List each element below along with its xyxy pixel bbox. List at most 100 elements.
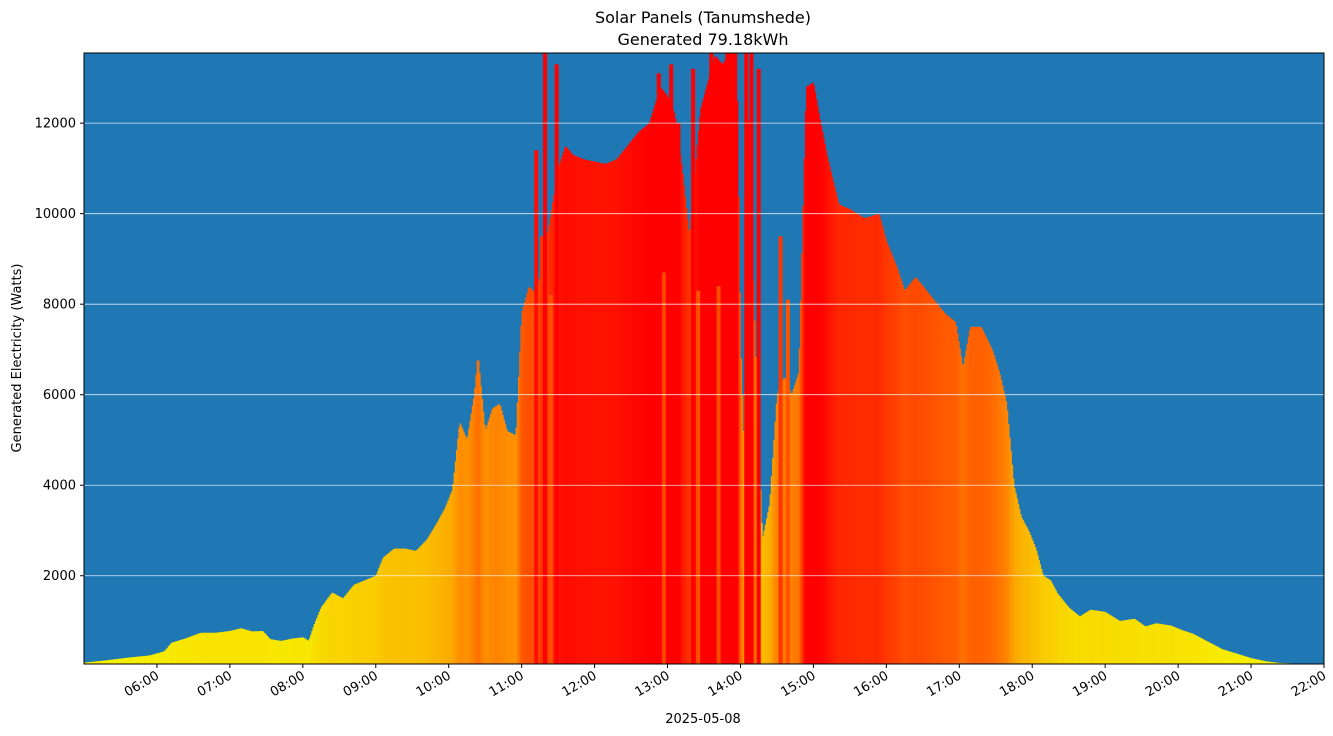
bar (246, 630, 249, 664)
bar (1108, 614, 1111, 664)
bar (479, 373, 481, 664)
x-tick-label: 18:00 (997, 668, 1037, 700)
bar (301, 637, 304, 664)
bar (1191, 633, 1194, 664)
bar (249, 630, 251, 664)
bar (498, 404, 501, 664)
bar (1234, 653, 1236, 664)
bar (1134, 619, 1136, 664)
bar (945, 314, 948, 664)
bar (917, 280, 920, 664)
bar-spike (554, 64, 559, 664)
bar (943, 312, 946, 664)
bar (1158, 623, 1161, 664)
bar (655, 101, 657, 664)
bar (589, 160, 592, 665)
x-tick-label: 12:00 (560, 668, 600, 700)
bar (994, 358, 997, 664)
bar (567, 149, 570, 665)
bar (1045, 577, 1048, 664)
bar (344, 596, 346, 664)
bar (684, 196, 687, 664)
bar (466, 436, 469, 664)
bar (742, 430, 745, 664)
x-tick-label: 22:00 (1289, 668, 1329, 700)
bar (932, 298, 935, 664)
y-gridlines (84, 122, 1324, 577)
bar (277, 640, 279, 664)
bar (160, 652, 163, 664)
bar (217, 632, 220, 664)
bar-spike (669, 64, 674, 664)
bar (520, 325, 522, 664)
bar (819, 119, 822, 664)
bar (775, 403, 778, 664)
bar (464, 435, 467, 664)
bar (1237, 654, 1240, 664)
bar (198, 633, 200, 664)
bar (294, 638, 296, 664)
bar (1274, 662, 1276, 664)
bar (94, 661, 97, 664)
bar (457, 438, 459, 664)
bar (998, 370, 1000, 664)
bar (1168, 625, 1170, 664)
bar (633, 137, 636, 665)
bar (685, 208, 688, 664)
bar (200, 632, 203, 664)
bar (846, 207, 848, 664)
bar (124, 658, 126, 664)
bar (325, 599, 328, 664)
bar (978, 326, 981, 664)
bar (138, 656, 141, 664)
bar (385, 555, 388, 664)
bar-spike (778, 236, 783, 665)
bar (956, 333, 959, 664)
bar (890, 251, 892, 664)
bar (1117, 619, 1119, 664)
y-tick-label: 10000 (35, 207, 76, 222)
bar (857, 214, 859, 665)
bar (1103, 611, 1106, 664)
bar (127, 657, 130, 664)
bar (1275, 662, 1277, 664)
bar (880, 220, 882, 664)
bar (592, 161, 594, 664)
bar (1251, 658, 1253, 664)
bar (1123, 620, 1125, 664)
bar (1269, 661, 1271, 664)
bar (204, 632, 206, 664)
bar (908, 285, 910, 664)
bar (736, 100, 739, 664)
bar (790, 393, 792, 664)
bar (271, 639, 273, 664)
bar (559, 162, 561, 664)
bar (383, 557, 385, 664)
bar (644, 126, 646, 665)
bar (891, 254, 893, 664)
bar (295, 638, 298, 664)
bar (1252, 658, 1254, 664)
bar (330, 593, 333, 664)
bar (266, 635, 268, 664)
bar (476, 360, 479, 664)
bar (1007, 424, 1010, 664)
bar (1248, 657, 1251, 664)
bar (1215, 646, 1218, 664)
bar (460, 426, 463, 664)
bar (519, 351, 521, 664)
bar (1122, 620, 1124, 664)
bar (499, 406, 502, 664)
bar (141, 656, 143, 664)
bar (747, 120, 750, 664)
bar (171, 642, 174, 664)
bar (722, 63, 724, 665)
bar-spike (542, 53, 547, 664)
bar (1271, 662, 1274, 664)
bar (443, 508, 446, 664)
bar (797, 373, 800, 664)
bar (313, 624, 316, 664)
bar (1012, 478, 1015, 664)
bar (713, 57, 716, 664)
bar (1142, 625, 1145, 664)
